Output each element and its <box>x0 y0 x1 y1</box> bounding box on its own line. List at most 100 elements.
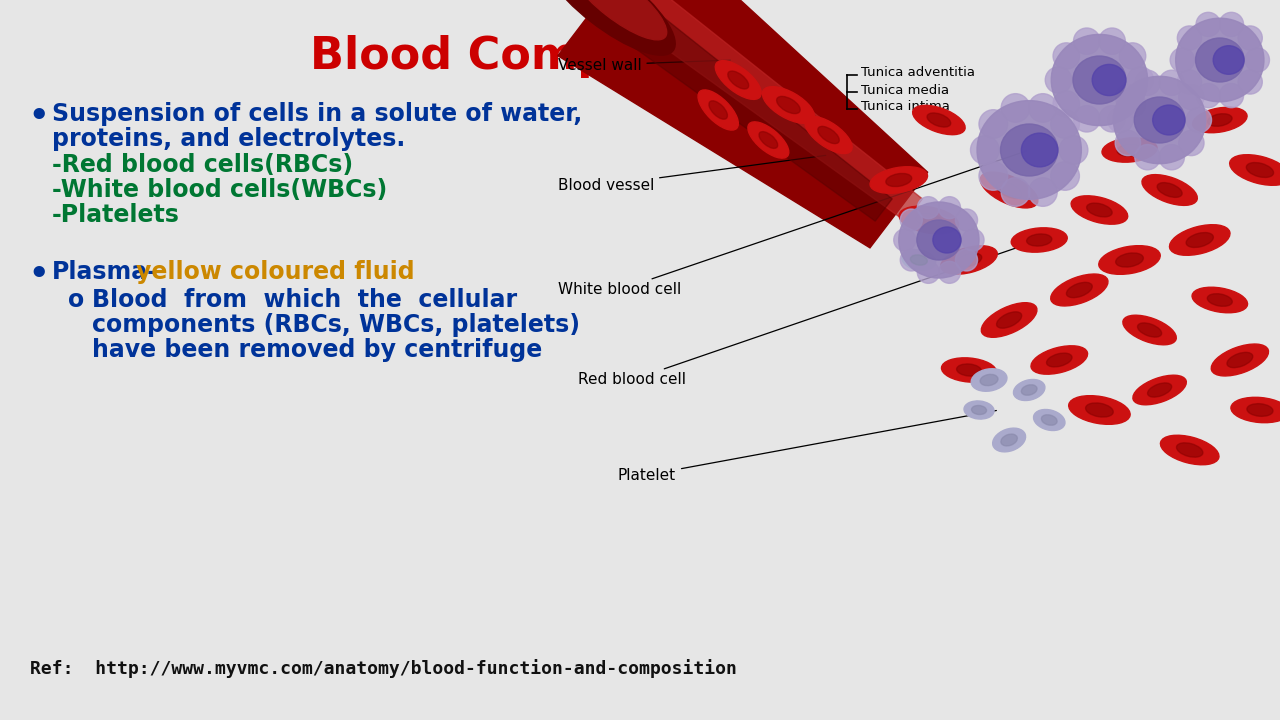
Ellipse shape <box>1123 315 1176 345</box>
Ellipse shape <box>728 71 749 89</box>
Ellipse shape <box>1021 133 1057 167</box>
Ellipse shape <box>1157 183 1183 197</box>
Polygon shape <box>582 0 908 233</box>
Ellipse shape <box>1071 196 1128 224</box>
Ellipse shape <box>1029 94 1057 122</box>
Ellipse shape <box>1029 178 1057 207</box>
Ellipse shape <box>1051 274 1108 306</box>
Ellipse shape <box>1134 97 1185 143</box>
Ellipse shape <box>1135 70 1160 96</box>
Ellipse shape <box>970 135 1000 164</box>
Ellipse shape <box>1102 138 1157 162</box>
Ellipse shape <box>1073 56 1126 104</box>
Ellipse shape <box>893 229 915 251</box>
Ellipse shape <box>763 86 814 123</box>
Text: Vessel wall: Vessel wall <box>558 58 731 73</box>
Ellipse shape <box>1128 67 1153 93</box>
Ellipse shape <box>1178 70 1202 94</box>
Ellipse shape <box>1033 410 1065 431</box>
Ellipse shape <box>1066 282 1092 297</box>
Text: Plasma-: Plasma- <box>52 260 157 284</box>
Ellipse shape <box>1193 107 1247 132</box>
Polygon shape <box>609 0 923 221</box>
Ellipse shape <box>1001 124 1057 176</box>
Ellipse shape <box>996 181 1023 199</box>
Ellipse shape <box>1116 253 1143 267</box>
Ellipse shape <box>980 172 1038 208</box>
Text: proteins, and electrolytes.: proteins, and electrolytes. <box>52 127 406 151</box>
Ellipse shape <box>1133 375 1187 405</box>
Ellipse shape <box>1207 114 1233 126</box>
Ellipse shape <box>980 374 998 386</box>
Ellipse shape <box>997 312 1021 328</box>
Ellipse shape <box>1042 415 1057 426</box>
Ellipse shape <box>972 405 987 415</box>
Ellipse shape <box>1001 434 1018 446</box>
Ellipse shape <box>1175 18 1263 102</box>
Text: Tunica media: Tunica media <box>860 84 948 96</box>
Ellipse shape <box>1030 346 1088 374</box>
Ellipse shape <box>1051 35 1148 125</box>
Ellipse shape <box>1187 233 1213 248</box>
Ellipse shape <box>1238 70 1262 94</box>
Text: Platelet: Platelet <box>618 410 996 482</box>
Text: -Platelets: -Platelets <box>52 203 180 227</box>
Ellipse shape <box>1074 28 1100 55</box>
Ellipse shape <box>1196 12 1220 37</box>
Ellipse shape <box>956 253 982 267</box>
Ellipse shape <box>1092 64 1126 96</box>
Ellipse shape <box>1027 234 1052 246</box>
Ellipse shape <box>1178 26 1202 50</box>
Ellipse shape <box>899 202 979 278</box>
Ellipse shape <box>918 197 940 219</box>
Ellipse shape <box>1170 225 1230 256</box>
Ellipse shape <box>941 246 997 274</box>
Ellipse shape <box>916 220 961 260</box>
Ellipse shape <box>956 364 982 376</box>
Ellipse shape <box>818 127 840 143</box>
Ellipse shape <box>1196 38 1244 82</box>
Ellipse shape <box>1059 135 1088 164</box>
Ellipse shape <box>1220 12 1244 37</box>
Text: •: • <box>28 102 49 133</box>
Polygon shape <box>579 0 892 221</box>
Ellipse shape <box>759 132 778 148</box>
Ellipse shape <box>1245 48 1270 72</box>
Text: Blood  from  which  the  cellular: Blood from which the cellular <box>92 288 517 312</box>
Ellipse shape <box>977 101 1082 199</box>
Ellipse shape <box>1115 84 1140 109</box>
Ellipse shape <box>900 209 923 231</box>
Text: -Red blood cells(RBCs): -Red blood cells(RBCs) <box>52 153 353 177</box>
Ellipse shape <box>1135 145 1160 170</box>
Ellipse shape <box>1098 106 1125 132</box>
Ellipse shape <box>1069 396 1130 424</box>
Ellipse shape <box>709 101 727 120</box>
Text: Suspension of cells in a solute of water,: Suspension of cells in a solute of water… <box>52 102 582 126</box>
Ellipse shape <box>1238 26 1262 50</box>
Ellipse shape <box>933 227 961 253</box>
Ellipse shape <box>1046 67 1071 93</box>
Ellipse shape <box>1011 228 1068 252</box>
Ellipse shape <box>1160 70 1184 96</box>
Ellipse shape <box>777 96 800 114</box>
Ellipse shape <box>900 249 923 271</box>
Ellipse shape <box>963 229 984 251</box>
Text: components (RBCs, WBCs, platelets): components (RBCs, WBCs, platelets) <box>92 313 580 337</box>
Ellipse shape <box>886 174 911 186</box>
Ellipse shape <box>938 261 960 284</box>
Ellipse shape <box>1176 443 1203 457</box>
Ellipse shape <box>1161 435 1219 465</box>
Ellipse shape <box>1098 28 1125 55</box>
Ellipse shape <box>748 122 788 158</box>
Text: have been removed by centrifuge: have been removed by centrifuge <box>92 338 543 362</box>
Ellipse shape <box>1170 48 1194 72</box>
Ellipse shape <box>899 206 959 234</box>
Ellipse shape <box>1207 294 1233 306</box>
Ellipse shape <box>979 162 1007 190</box>
Ellipse shape <box>902 250 936 270</box>
Ellipse shape <box>1001 94 1030 122</box>
Ellipse shape <box>1179 84 1204 109</box>
Ellipse shape <box>955 209 978 231</box>
Text: Tunica intima: Tunica intima <box>860 101 950 114</box>
Ellipse shape <box>927 113 951 127</box>
